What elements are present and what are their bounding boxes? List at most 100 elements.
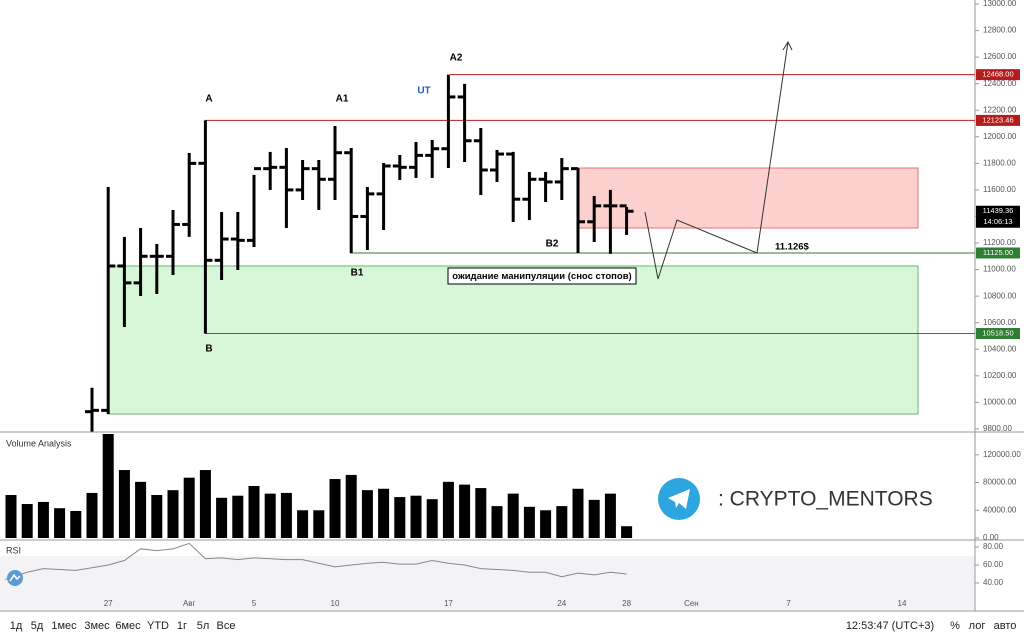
y-tick-label: 40.00 bbox=[983, 578, 1004, 587]
volume-bar bbox=[118, 470, 130, 538]
y-tick-label: 10000.00 bbox=[983, 397, 1017, 406]
volume-bar bbox=[507, 493, 519, 538]
rsi-line bbox=[4, 542, 627, 580]
x-tick-label: 17 bbox=[444, 599, 453, 608]
y-tick-label: 12800.00 bbox=[983, 26, 1017, 35]
background bbox=[0, 0, 1024, 612]
x-tick-label: Сен bbox=[684, 599, 699, 608]
volume-bar bbox=[5, 495, 17, 538]
volume-bar bbox=[70, 510, 82, 538]
range-button[interactable]: 3мес bbox=[84, 620, 110, 632]
volume-bar bbox=[523, 506, 535, 538]
countdown: 14:06:13 bbox=[983, 217, 1012, 226]
x-tick-label: 5 bbox=[252, 599, 257, 608]
x-tick-label: Авг bbox=[183, 599, 196, 608]
volume-bar bbox=[410, 495, 422, 538]
volume-bar bbox=[459, 484, 471, 538]
volume-bar bbox=[572, 488, 584, 538]
y-tick-label: 13000.00 bbox=[983, 0, 1017, 8]
y-tick-label: 12000.00 bbox=[983, 132, 1017, 141]
y-tick-label: 10200.00 bbox=[983, 371, 1017, 380]
volume-bar bbox=[167, 490, 179, 538]
x-tick-label: 24 bbox=[557, 599, 566, 608]
range-button[interactable]: 1г bbox=[177, 620, 187, 632]
y-tick-label: 40000.00 bbox=[983, 505, 1017, 514]
demand-zone bbox=[107, 265, 919, 415]
y-tick-label: 80.00 bbox=[983, 542, 1004, 551]
indicator-icon bbox=[9, 573, 21, 582]
volume-bar bbox=[199, 470, 211, 538]
volume-bar bbox=[313, 510, 325, 538]
x-tick-label: 7 bbox=[786, 599, 791, 608]
volume-bar bbox=[345, 474, 357, 538]
projection-path bbox=[644, 41, 789, 280]
volume-bar bbox=[264, 493, 276, 538]
price-tag-label: 12468.00 bbox=[982, 70, 1013, 79]
volume-bar bbox=[329, 479, 341, 538]
volume-bar bbox=[216, 497, 228, 538]
volume-bar bbox=[151, 495, 163, 538]
volume-bar bbox=[280, 492, 292, 538]
volume-bar bbox=[540, 510, 552, 538]
range-button[interactable]: 1мес bbox=[51, 620, 77, 632]
volume-bar bbox=[475, 488, 487, 538]
scale-option[interactable]: % bbox=[950, 620, 960, 632]
scale-option[interactable]: авто bbox=[994, 620, 1017, 632]
volume-bar bbox=[442, 481, 454, 538]
annotation: A bbox=[205, 94, 212, 105]
y-tick-label: 120000.00 bbox=[983, 450, 1021, 459]
panel-title: RSI bbox=[6, 545, 21, 555]
y-tick-label: 0.00 bbox=[983, 533, 999, 542]
price-tag bbox=[976, 328, 1020, 340]
y-tick-label: 12600.00 bbox=[983, 52, 1017, 61]
annotation: B1 bbox=[351, 268, 364, 279]
volume-bar bbox=[297, 510, 309, 538]
y-tick-label: 11000.00 bbox=[983, 265, 1016, 274]
volume-bar bbox=[21, 504, 33, 538]
range-button[interactable]: 5д bbox=[31, 620, 44, 632]
annotation: ожидание манипуляции (снос стопов) bbox=[452, 271, 631, 282]
y-tick-label: 10400.00 bbox=[983, 344, 1017, 353]
x-tick-label: 28 bbox=[622, 599, 631, 608]
volume-bar bbox=[54, 508, 66, 538]
projection bbox=[644, 40, 793, 280]
x-tick-label: 10 bbox=[331, 599, 340, 608]
range-button[interactable]: 1д bbox=[10, 620, 23, 632]
range-button[interactable]: YTD bbox=[147, 620, 169, 632]
x-tick-label: 27 bbox=[104, 599, 113, 608]
y-tick-label: 10600.00 bbox=[983, 318, 1017, 327]
panel-title: Volume Analysis bbox=[6, 438, 72, 448]
x-tick-label: 14 bbox=[898, 599, 907, 608]
data-layer: 9800.00 10000.00 10200.00 10400.00 10600.00 1… bbox=[4, 0, 1021, 608]
supply-zone bbox=[577, 167, 919, 229]
volume-bar bbox=[491, 506, 503, 538]
range-button[interactable]: Все bbox=[217, 620, 236, 632]
volume-bar bbox=[232, 495, 244, 538]
price-tag bbox=[976, 247, 1020, 259]
y-tick-label: 11800.00 bbox=[983, 158, 1016, 167]
range-button[interactable]: 5л bbox=[197, 620, 210, 632]
annotation: B2 bbox=[546, 239, 559, 250]
y-tick-label: 12200.00 bbox=[983, 105, 1017, 114]
volume-bar bbox=[183, 477, 195, 538]
rsi-band bbox=[0, 556, 975, 610]
price-tag bbox=[976, 69, 1020, 81]
range-button[interactable]: 6мес bbox=[115, 620, 141, 632]
clock: 12:53:47 (UTC+3) bbox=[846, 620, 934, 632]
last-price-label: 11439.36 bbox=[983, 206, 1014, 215]
price-tag bbox=[976, 114, 1020, 126]
volume-bar bbox=[621, 526, 633, 538]
telegram-plane bbox=[668, 489, 690, 509]
price-tag-label: 10518.50 bbox=[982, 329, 1013, 338]
indicator-icon[interactable] bbox=[7, 570, 23, 586]
scale-option[interactable]: лог bbox=[969, 620, 986, 632]
watermark-text: : CRYPTO_MENTORS bbox=[718, 488, 933, 511]
volume-bar bbox=[135, 481, 147, 538]
volume-bar bbox=[394, 497, 406, 538]
note-box bbox=[447, 267, 637, 285]
price-tag-label: 12123.46 bbox=[982, 115, 1013, 124]
y-tick-label: 9800.00 bbox=[983, 424, 1012, 433]
annotation: A2 bbox=[450, 53, 463, 64]
volume-bar bbox=[361, 490, 373, 538]
